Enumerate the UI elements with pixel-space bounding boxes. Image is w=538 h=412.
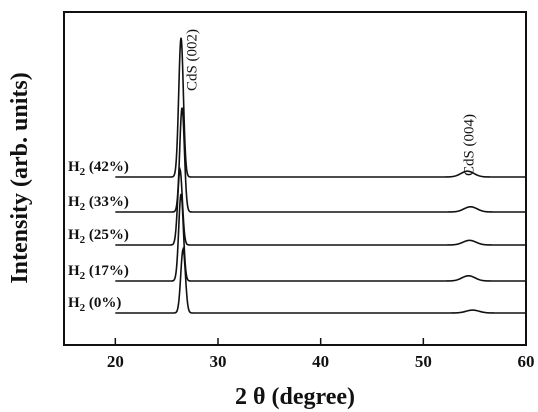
peak-annotation: CdS (002) <box>184 29 200 91</box>
series-label: H2 (42%) <box>68 159 129 178</box>
series-label: H2 (25%) <box>68 227 129 246</box>
x-tick-label: 30 <box>210 352 227 371</box>
series-label: H2 (17%) <box>68 263 129 282</box>
y-axis-title: Intensity (arb. units) <box>7 72 33 283</box>
x-axis-title: 2 θ (degree) <box>235 384 355 410</box>
series-line <box>115 37 526 178</box>
x-tick-label: 20 <box>107 352 124 371</box>
series-line <box>115 193 526 282</box>
series-traces <box>115 37 526 314</box>
peak-annotation: CdS (004) <box>462 114 478 176</box>
x-tick-label: 50 <box>415 352 432 371</box>
series-label: H2 (0%) <box>68 295 121 314</box>
x-axis-ticks: 20 30 40 50 60 <box>107 338 535 371</box>
peak-annotations: CdS (002) CdS (004) <box>184 29 477 176</box>
plot-frame <box>63 11 527 346</box>
series-line <box>115 166 526 246</box>
series-label: H2 (33%) <box>68 194 129 213</box>
x-tick-label: 60 <box>518 352 535 371</box>
x-tick-label: 40 <box>312 352 329 371</box>
series-labels: H2 (0%) H2 (17%) H2 (25%) H2 (33%) H2 (42%) <box>68 159 129 314</box>
